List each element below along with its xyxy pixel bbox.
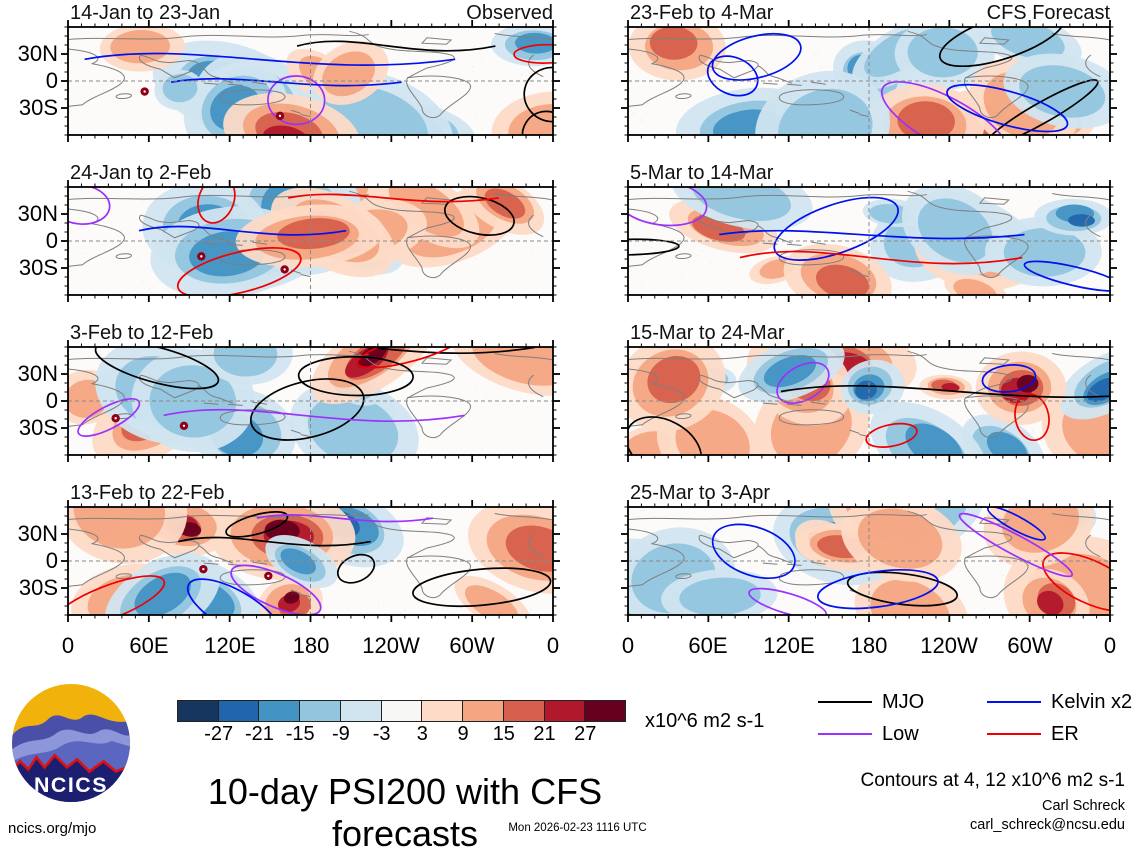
map-canvas-forecast-3 [621,340,1117,462]
logo-text: NCICS [34,773,108,797]
panel-title-6: 15-Mar to 24-Mar [630,322,785,344]
timestamp: Mon 2026-02-23 1116 UTC [508,822,647,834]
site-url: ncics.org/mjo [8,820,97,837]
legend-label-mjo: MJO [882,691,925,713]
map-canvas-forecast-4 [621,500,1117,622]
y-label-30s: 30S [18,95,58,120]
colorbar-segment [380,700,423,722]
colorbar-segment [177,700,219,722]
map-canvas-observed-4 [61,500,560,622]
author-name: Carl Schreck [1042,798,1125,814]
x-label: 120E [204,633,256,658]
y-label-30s: 30S [18,575,58,600]
y-label-30n: 30N [17,521,58,546]
colorbar-tick: -21 [245,723,274,745]
ncics-logo: NCICS [12,684,130,802]
legend-line-low [818,733,872,735]
colorbar-segment [217,700,260,722]
colorbar-tick: -27 [204,723,234,745]
colorbar-segment [584,700,627,722]
x-label: 60E [129,633,169,658]
y-label-30s: 30S [18,415,58,440]
panel-title-1: 14-Jan to 23-Jan [70,2,221,24]
panel-title-3: 24-Jan to 2-Feb [70,162,212,184]
colorbar-tick: 27 [574,723,597,745]
panel-title-2: 23-Feb to 4-Mar [630,2,774,24]
colorbar-tick: 9 [457,723,469,745]
x-label: 120W [362,633,420,658]
map-canvas-forecast-2 [621,180,1117,302]
x-label: 0 [61,633,75,658]
map-canvas-forecast-1 [621,20,1117,142]
colorbar-segment [258,700,301,722]
logo-ridge-line [12,753,130,774]
legend-item-mjo: MJO [818,692,924,712]
x-label: 120W [920,633,978,658]
main-title: 10-day PSI200 with CFS forecasts [207,771,603,854]
colorbar-segment [543,700,586,722]
y-label-30s: 30S [18,255,58,280]
colorbar-tick: 3 [416,723,428,745]
colorbar-segment [421,700,464,722]
legend-item-low: Low [818,724,919,744]
colorbar-tick: -9 [332,723,350,745]
map-canvas-observed-2 [61,180,560,302]
x-label: 0 [1103,633,1117,658]
y-label-0: 0 [45,548,58,573]
y-label-30n: 30N [17,361,58,386]
panel-title-7: 13-Feb to 22-Feb [70,482,225,504]
legend-label-low: Low [882,723,919,745]
x-label: 0 [621,633,635,658]
y-label-30n: 30N [17,201,58,226]
colorbar-segment [339,700,382,722]
x-label: 180 [850,633,888,658]
panel-title-4: 5-Mar to 14-Mar [630,162,774,184]
colorbar-tick: -3 [372,723,391,745]
author-email: carl_schreck@ncsu.edu [970,817,1125,833]
legend-item-er: ER [987,724,1079,744]
legend-item-kelvin: Kelvin x2 [987,692,1132,712]
colorbar-tick: 21 [533,723,556,745]
colorbar [177,700,627,722]
panel-title-8: 25-Mar to 3-Apr [630,482,771,504]
map-canvas-observed-3 [61,340,560,462]
map-canvas-observed-1 [61,20,560,142]
x-label: 60W [1007,633,1053,658]
legend-line-kelvin [987,701,1041,703]
y-label-0: 0 [45,228,58,253]
legend-line-mjo [818,701,872,703]
legend-label-er: ER [1051,723,1079,745]
colorbar-tick: -15 [285,723,315,745]
colorbar-segment [502,700,545,722]
contours-note: Contours at 4, 12 x10^6 m2 s-1 [860,770,1126,791]
panel-corner-forecast: CFS Forecast [986,2,1110,24]
x-label: 0 [546,633,560,658]
x-label: 120E [763,633,815,658]
legend-line-er [987,733,1041,735]
x-label: 180 [292,633,330,658]
colorbar-segment [462,700,504,722]
y-label-0: 0 [45,68,58,93]
colorbar-segment [299,700,341,722]
colorbar-tick-labels: -27 -21 -15 -9 -3 3 9 15 21 27 [178,723,626,747]
panel-title-5: 3-Feb to 12-Feb [70,322,214,344]
y-label-30n: 30N [17,41,58,66]
colorbar-tick: 15 [492,723,515,745]
legend-label-kelvin: Kelvin x2 [1051,691,1133,713]
y-label-0: 0 [45,388,58,413]
colorbar-units: x10^6 m2 s-1 [645,710,765,732]
x-label: 60E [688,633,728,658]
x-label: 60W [449,633,495,658]
panel-corner-observed: Observed [466,2,553,24]
